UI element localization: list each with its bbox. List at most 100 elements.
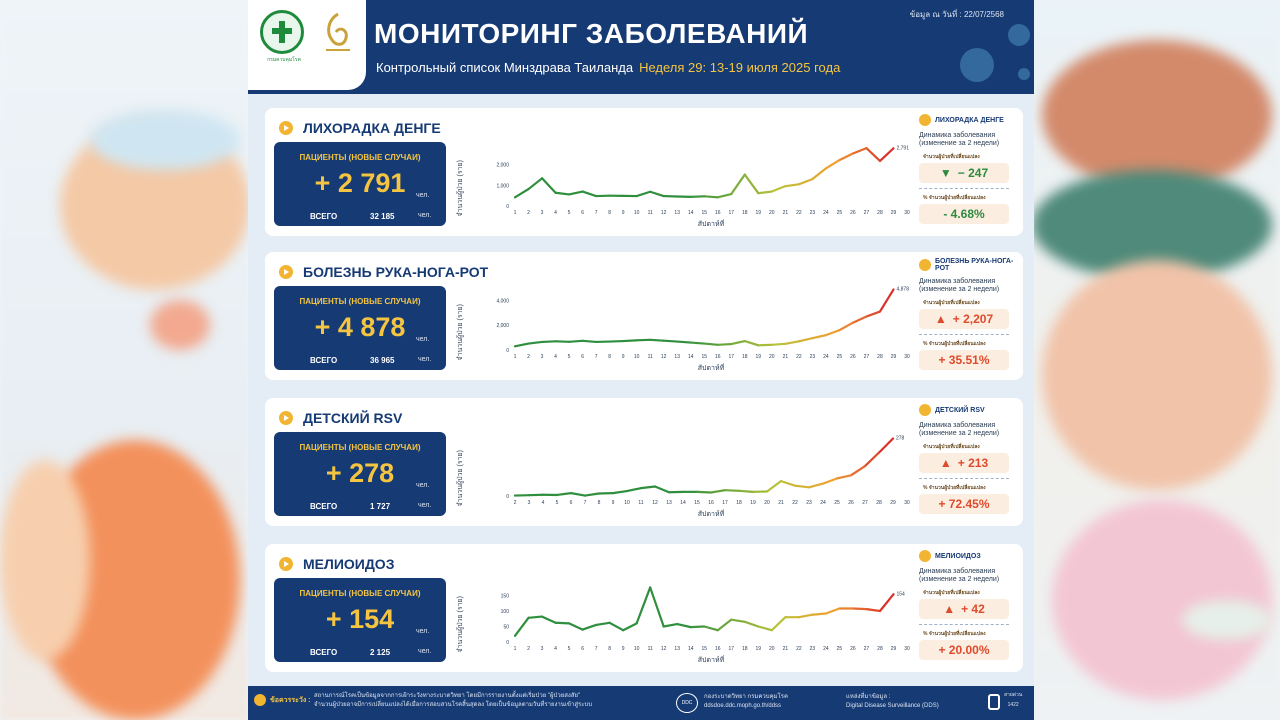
new-cases-value: + 278 — [325, 458, 395, 488]
new-cases-value: + 154 — [325, 604, 395, 634]
data-point — [864, 465, 866, 467]
data-point — [608, 621, 611, 624]
line-segment — [653, 485, 671, 494]
x-tick-label: 3 — [528, 500, 531, 506]
x-tick-label: 12 — [661, 354, 667, 360]
subtitle-text: Контрольный список Минздрава Таиланда — [376, 60, 634, 75]
data-point — [595, 624, 598, 626]
data-point — [662, 339, 665, 342]
line-segment — [527, 177, 544, 191]
y-axis-title: จำนวนผู้ป่วย (ราย) — [457, 304, 464, 361]
data-point — [794, 484, 796, 487]
line-segment — [554, 621, 571, 625]
total-value: 32 185 — [370, 212, 395, 221]
line-segment — [863, 451, 881, 468]
x-tick-label: 27 — [864, 210, 870, 216]
x-tick-label: 20 — [764, 500, 770, 506]
x-axis-title: สัปดาห์ที่ — [698, 363, 725, 372]
card-title: БОЛЕЗНЬ РУКА-НОГА-РОТ — [279, 264, 488, 280]
new-cases-panel: ПАЦИЕНТЫ (НОВЫЕ СЛУЧАИ) + 278 чел. ВСЕГО 1 7… — [274, 432, 446, 516]
x-tick-label: 9 — [612, 500, 615, 506]
total-label: ВСЕГО — [310, 356, 338, 365]
dynamics-disease-name: ДЕТСКИЙ RSV — [935, 406, 985, 414]
change-count-label: จำนวนผู้ป่วยที่เปลี่ยนแปลง — [923, 300, 980, 306]
data-point — [649, 586, 652, 589]
x-tick-label: 5 — [568, 646, 571, 652]
x-tick-label: 25 — [837, 354, 843, 360]
line-segment — [849, 464, 867, 477]
data-point — [554, 340, 557, 343]
dynamics-header: МЕЛИОИДОЗ — [919, 550, 1015, 562]
x-tick-label: 19 — [756, 354, 762, 360]
data-point — [622, 340, 625, 342]
dynamics-header: БОЛЕЗНЬ РУКА-НОГА-РОТ — [919, 258, 1015, 272]
line-segment — [811, 334, 827, 340]
line-segment — [513, 616, 530, 637]
disease-card: МЕЛИОИДОЗ ПАЦИЕНТЫ (НОВЫЕ СЛУЧАИ) + 154 чел… — [265, 544, 1023, 672]
x-tick-label: 7 — [595, 646, 598, 652]
footer-source: แหล่งที่มาข้อมูล : Digital Disease Surve… — [846, 693, 939, 711]
x-tick-label: 13 — [674, 354, 680, 360]
line-segment — [824, 159, 841, 170]
disease-name: ЛИХОРАДКА ДЕНГЕ — [303, 120, 441, 136]
line-segment — [555, 492, 573, 497]
line-segment — [797, 337, 814, 343]
data-point — [811, 178, 814, 181]
line-segment — [784, 340, 800, 345]
data-point — [824, 612, 827, 615]
header: กรมควบคุมโรค МОНИТОРИНГ ЗАБОЛЕВАНИЙ Конт… — [248, 0, 1034, 94]
x-tick-label: 8 — [598, 500, 601, 506]
x-tick-label: 5 — [568, 210, 571, 216]
ddc-logo-icon: DDC — [676, 693, 698, 713]
x-tick-label: 7 — [584, 500, 587, 506]
line-segment — [649, 586, 665, 628]
data-point — [808, 486, 810, 489]
line-segment — [635, 586, 652, 625]
x-tick-label: 6 — [581, 354, 584, 360]
change-count-value: + 213 — [957, 456, 989, 470]
data-point — [824, 334, 827, 337]
line-segment — [689, 195, 706, 199]
x-tick-label: 14 — [688, 354, 694, 360]
line-segment — [622, 339, 638, 343]
footer: ข้อควรระวัง : สถานการณ์โรคเป็นข้อมูลจากก… — [248, 686, 1034, 720]
unit-label: чел. — [416, 628, 430, 635]
footer-department: กองระบาดวิทยา กรมควบคุมโรค ddsdoe.ddc.mo… — [704, 693, 788, 711]
data-point — [784, 342, 787, 345]
x-tick-label: 13 — [674, 210, 680, 216]
magnifier-icon — [919, 404, 931, 416]
x-tick-label: 30 — [904, 210, 910, 216]
disease-name: БОЛЕЗНЬ РУКА-НОГА-РОТ — [303, 264, 489, 280]
x-tick-label: 17 — [728, 354, 734, 360]
data-point — [784, 185, 787, 188]
disease-card: ЛИХОРАДКА ДЕНГЕ ПАЦИЕНТЫ (НОВЫЕ СЛУЧАИ) + … — [265, 108, 1023, 236]
change-percent-box: + 20.00% — [919, 640, 1009, 660]
line-segment — [743, 173, 760, 195]
y-tick-label: 0 — [506, 348, 509, 354]
change-percent-label: % จำนวนผู้ป่วยที่เปลี่ยนแปลง — [923, 195, 986, 201]
play-bullet-icon — [279, 557, 293, 571]
line-segment — [737, 489, 755, 493]
virus-icon — [1008, 24, 1030, 46]
x-tick-label: 14 — [688, 646, 694, 652]
new-cases-value: + 2 791 — [314, 168, 406, 198]
x-tick-label: 4 — [554, 646, 557, 652]
line-segment — [878, 147, 895, 163]
change-count-label: จำนวนผู้ป่วยที่เปลี่ยนแปลง — [923, 590, 980, 596]
card-title: МЕЛИОИДОЗ — [279, 556, 394, 572]
data-point — [541, 177, 543, 180]
x-tick-label: 18 — [742, 646, 748, 652]
end-value-label: 154 — [896, 591, 905, 597]
data-point — [822, 482, 824, 485]
x-tick-label: 10 — [624, 500, 630, 506]
line-segment — [878, 593, 895, 613]
line-segment — [676, 622, 692, 629]
x-tick-label: 11 — [648, 210, 653, 216]
end-value-label: 278 — [896, 436, 905, 442]
x-tick-label: 19 — [750, 500, 756, 506]
x-tick-label: 24 — [823, 646, 829, 652]
change-percent-box: - 4.68% — [919, 204, 1009, 224]
unit-label: чел. — [418, 502, 432, 509]
data-point — [836, 477, 838, 480]
